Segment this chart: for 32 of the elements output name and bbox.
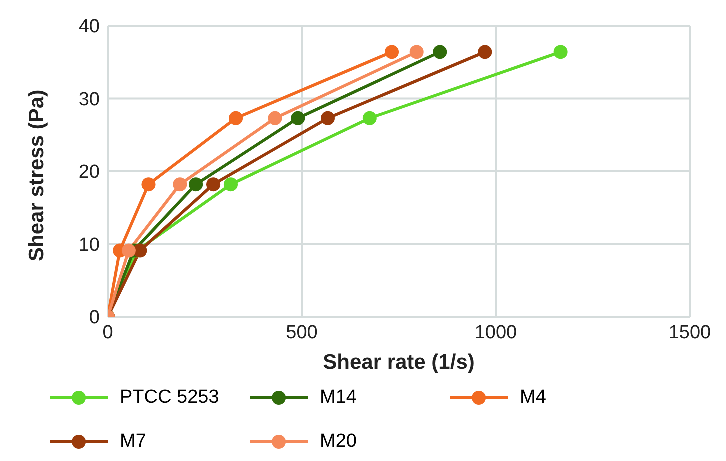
point (410, 45, 424, 60)
point (189, 178, 204, 192)
point (142, 178, 156, 192)
legend-label: M7 (120, 431, 146, 453)
point (206, 178, 221, 192)
legend-label: M4 (520, 387, 546, 409)
x-axis-title: Shear rate (1/s) (323, 351, 475, 374)
x-tick-label: 500 (286, 322, 318, 344)
y-axis-title: Shear stress (Pa) (25, 90, 48, 262)
y-tick-label: 30 (78, 89, 100, 110)
y-tick-label: 40 (78, 16, 100, 38)
legend-label: PTCC 5253 (120, 387, 220, 409)
x-tick-label: 1500 (668, 322, 712, 344)
y-tick-label: 10 (78, 234, 100, 256)
point (385, 45, 400, 60)
legend-label: M14 (320, 387, 357, 409)
point (291, 111, 306, 126)
point (554, 45, 568, 60)
point (362, 111, 377, 126)
point (122, 244, 136, 258)
point (478, 45, 492, 60)
x-tick-label: 1000 (474, 322, 518, 344)
point (224, 178, 238, 192)
point (173, 178, 188, 192)
y-tick-label: 20 (78, 162, 100, 184)
point (320, 111, 335, 126)
point (229, 111, 244, 126)
point (433, 45, 448, 60)
x-tick-label: 0 (102, 322, 114, 344)
point (268, 111, 282, 126)
y-tick-label: 0 (89, 308, 100, 329)
legend-label: M20 (320, 431, 357, 453)
